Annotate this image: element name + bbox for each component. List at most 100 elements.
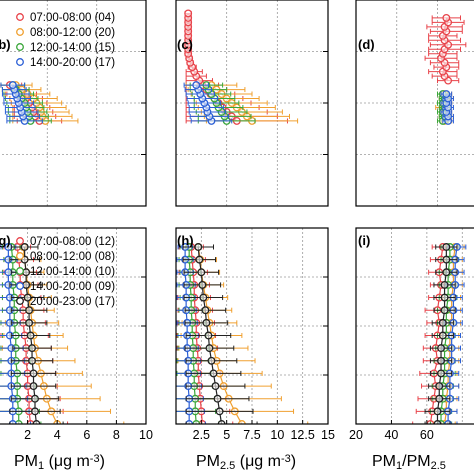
data-point <box>201 306 210 315</box>
data-point <box>435 382 444 391</box>
x-tick-label: 15 <box>321 428 335 442</box>
legend-label: 14:00-20:00 (17) <box>30 57 115 69</box>
x-tick-label: 20 <box>349 428 363 442</box>
x-tick-label: 8 <box>113 428 120 442</box>
x-tick-label: 2.5 <box>193 428 210 442</box>
panel-h: 2.5 5 7.5 10 12.5 15 <box>175 227 335 442</box>
data-point <box>202 318 211 327</box>
x-axis-title-ratio: PM1/PM2.5 <box>372 453 446 472</box>
data-point <box>437 344 445 353</box>
data-point <box>438 331 447 340</box>
data-point <box>185 420 194 424</box>
x-tick-label: 4 <box>54 428 61 442</box>
data-point <box>4 268 13 277</box>
data-point <box>32 420 41 424</box>
data-point <box>198 420 207 424</box>
data-point <box>197 268 206 277</box>
legend-label: 08:00-12:00 (08) <box>30 251 115 263</box>
legend-marker <box>16 267 24 275</box>
data-point <box>192 420 201 424</box>
data-point <box>23 293 32 302</box>
legend-label: 14:00-20:00 (09) <box>30 281 115 293</box>
data-point <box>237 420 246 424</box>
data-point <box>28 344 36 353</box>
data-point <box>184 9 193 18</box>
data-point <box>442 13 451 22</box>
legend-marker <box>16 28 24 36</box>
legend-label: 12:00-14:00 (10) <box>30 266 115 278</box>
panel-label: (c) <box>177 37 193 52</box>
panel-label: (i) <box>358 233 370 248</box>
data-point <box>22 268 31 277</box>
data-point <box>25 318 34 327</box>
data-point <box>215 407 224 416</box>
x-tick-label: 6 <box>83 428 90 442</box>
legend-label: 12:00-14:00 (15) <box>30 42 115 54</box>
data-point <box>31 394 39 403</box>
data-point <box>8 81 17 90</box>
data-point <box>440 306 449 315</box>
data-point <box>435 394 444 403</box>
plot-frame <box>355 0 474 207</box>
legend-marker <box>16 297 24 305</box>
data-point <box>20 243 29 251</box>
data-point <box>438 318 447 327</box>
legend-label: 07:00-08:00 (12) <box>30 236 115 248</box>
data-point <box>204 331 213 340</box>
data-point <box>442 268 451 277</box>
data-point <box>8 420 17 424</box>
data-point <box>437 356 445 365</box>
x-tick-label: 12.5 <box>290 428 314 442</box>
legend-marker <box>16 252 24 260</box>
x-tick-label: 60 <box>420 428 434 442</box>
data-point <box>29 382 38 391</box>
panel-label: (d) <box>358 37 375 52</box>
data-point <box>433 420 442 424</box>
x-tick-label: 10 <box>270 428 284 442</box>
data-point <box>442 255 451 264</box>
panel-b <box>0 0 147 207</box>
data-point <box>198 280 207 289</box>
x-tick-label: 10 <box>139 428 153 442</box>
data-point <box>213 394 222 403</box>
panel-label: (b) <box>0 37 11 52</box>
x-axis-title-pm25: PM2.5 (μg m-3) <box>196 453 296 473</box>
data-point <box>192 81 201 90</box>
data-point <box>209 369 218 378</box>
data-point <box>22 280 31 289</box>
data-point <box>28 356 36 365</box>
x-tick-label: 7.5 <box>243 428 260 442</box>
legend-marker <box>16 58 24 66</box>
panel-c <box>175 0 329 207</box>
data-point <box>25 306 34 315</box>
data-point <box>440 280 449 289</box>
data-point <box>437 369 445 378</box>
data-point <box>26 331 35 340</box>
data-point <box>442 90 451 98</box>
panel-g: 2 4 6 8 10 <box>0 227 153 442</box>
data-point <box>207 356 216 365</box>
legend-label: 07:00-08:00 (04) <box>30 12 115 24</box>
legend-marker <box>16 237 24 245</box>
data-point <box>29 369 38 378</box>
data-point <box>440 293 449 302</box>
legend-marker <box>16 282 24 290</box>
legend-marker <box>16 13 24 21</box>
x-axis-title-pm1: PM1 (μg m-3) <box>14 453 105 473</box>
legend-marker <box>16 43 24 51</box>
data-point <box>31 407 39 416</box>
x-tick-label: 40 <box>384 428 398 442</box>
data-point <box>194 243 203 251</box>
data-point <box>195 255 204 264</box>
data-point <box>217 420 226 424</box>
x-tick-label: 5 <box>223 428 230 442</box>
plot-frame <box>355 227 474 425</box>
data-point <box>211 382 220 391</box>
data-point <box>199 293 208 302</box>
legend-label: 08:00-12:00 (20) <box>30 27 115 39</box>
panel-label: (g) <box>0 233 11 248</box>
data-point <box>14 420 23 424</box>
panel-d <box>355 0 474 207</box>
panel-label: (h) <box>177 233 194 248</box>
